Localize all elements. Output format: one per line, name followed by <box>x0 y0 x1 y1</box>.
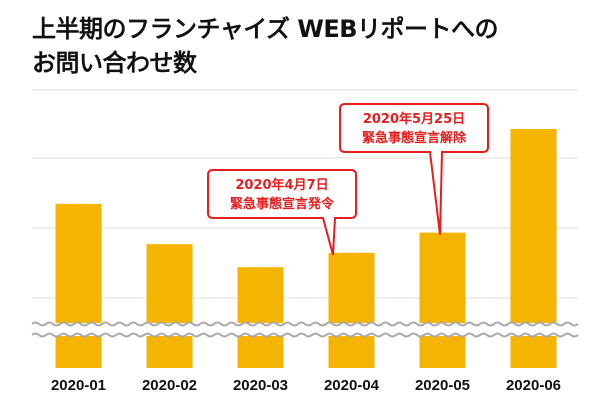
annotation-callout-2 <box>339 103 489 235</box>
bar-2020-01 <box>55 203 102 368</box>
x-tick-label-2020-02: 2020-02 <box>142 377 197 394</box>
annotation-2-line-2: 緊急事態宣言解除 <box>362 130 467 146</box>
x-tick-label-2020-04: 2020-04 <box>324 377 380 394</box>
bar-2020-03 <box>237 267 284 368</box>
annotation-2-line-1: 2020年5月25日 <box>363 111 465 127</box>
annotation-callout-1 <box>207 169 357 256</box>
bar-2020-04 <box>328 252 375 368</box>
chart-title: 上半期のフランチャイズ WEBリポートへの お問い合わせ数 <box>32 12 499 80</box>
x-tick-label-2020-06: 2020-06 <box>506 377 561 394</box>
bar-2020-05 <box>419 232 466 368</box>
chart-title-line-2: お問い合わせ数 <box>32 49 197 77</box>
annotation-1-line-2: 緊急事態宣言発令 <box>230 196 335 212</box>
x-tick-label-2020-05: 2020-05 <box>415 377 470 394</box>
chart-title-line-1: 上半期のフランチャイズ WEBリポートへの <box>32 15 499 43</box>
annotation-1-line-1: 2020年4月7日 <box>235 177 328 193</box>
x-tick-label-2020-01: 2020-01 <box>51 377 106 394</box>
bar-2020-02 <box>146 244 193 368</box>
axis-break-line-1 <box>31 321 579 327</box>
x-tick-label-2020-03: 2020-03 <box>233 377 288 394</box>
axis-break-line-2 <box>31 332 579 338</box>
